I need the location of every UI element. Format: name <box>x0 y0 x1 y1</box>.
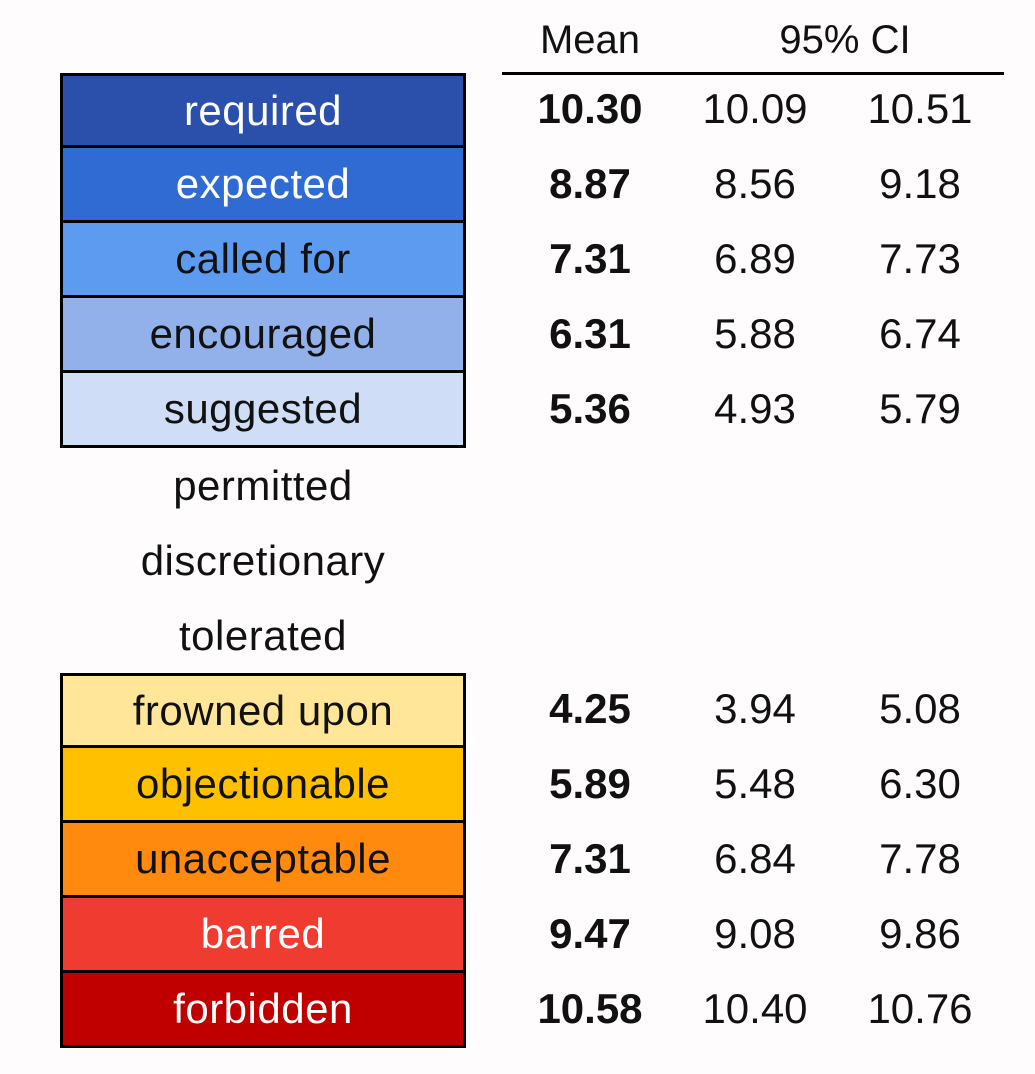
value-row: 7.31 6.84 7.78 <box>500 823 1020 898</box>
ci-low-value: 9.08 <box>714 910 796 957</box>
ci-high-value: 6.74 <box>879 310 961 357</box>
ci-high-value: 9.86 <box>879 910 961 957</box>
term-cell: expected <box>60 148 466 223</box>
term-cell: frowned upon <box>60 673 466 748</box>
term-cell: objectionable <box>60 748 466 823</box>
value-row <box>500 448 1020 523</box>
term-cell: barred <box>60 898 466 973</box>
term-cell: permitted <box>60 448 466 523</box>
ci-high-value: 7.78 <box>879 835 961 882</box>
ci-low-value: 5.48 <box>714 760 796 807</box>
mean-value: 5.36 <box>549 385 631 432</box>
term-label: required <box>183 86 343 134</box>
ci-high-value: 10.51 <box>867 85 973 132</box>
ci-low-value: 10.09 <box>702 85 808 132</box>
ci-low-value: 10.40 <box>702 985 808 1032</box>
value-columns: 10.30 10.09 10.51 8.87 8.56 9.18 7.31 6.89 7.73 6… <box>500 73 1020 1048</box>
term-label: called for <box>175 235 351 282</box>
term-cell: forbidden <box>60 973 466 1048</box>
ci-high-value: 9.18 <box>879 160 961 207</box>
mean-value: 7.31 <box>549 235 631 282</box>
mean-value: 10.30 <box>537 85 643 132</box>
value-row: 7.31 6.89 7.73 <box>500 223 1020 298</box>
mean-value: 8.87 <box>549 160 631 207</box>
term-label: forbidden <box>173 985 353 1032</box>
value-row: 5.89 5.48 6.30 <box>500 748 1020 823</box>
term-label: tolerated <box>179 611 347 659</box>
value-row <box>500 523 1020 598</box>
term-label: frowned upon <box>132 686 394 734</box>
mean-value: 5.89 <box>549 760 631 807</box>
value-row: 6.31 5.88 6.74 <box>500 298 1020 373</box>
ci-high-value: 5.79 <box>879 385 961 432</box>
ci-high-value: 6.30 <box>879 760 961 807</box>
term-cell: encouraged <box>60 298 466 373</box>
value-row <box>500 598 1020 673</box>
term-cell: called for <box>60 223 466 298</box>
value-row: 8.87 8.56 9.18 <box>500 148 1020 223</box>
value-row: 5.36 4.93 5.79 <box>500 373 1020 448</box>
ci-high-value: 10.76 <box>867 985 973 1032</box>
mean-value: 7.31 <box>549 835 631 882</box>
term-cell: suggested <box>60 373 466 448</box>
mean-value: 4.25 <box>549 685 631 732</box>
term-cell: unacceptable <box>60 823 466 898</box>
term-label: suggested <box>163 385 363 432</box>
mean-value: 9.47 <box>549 910 631 957</box>
term-label: permitted <box>173 461 353 509</box>
term-column: required expected called for encouraged sugg… <box>60 73 466 1048</box>
term-cell: discretionary <box>60 523 466 598</box>
term-label: barred <box>200 910 326 957</box>
ci-low-value: 8.56 <box>714 160 796 207</box>
term-cell: tolerated <box>60 598 466 673</box>
term-label: encouraged <box>149 310 377 357</box>
value-row: 9.47 9.08 9.86 <box>500 898 1020 973</box>
value-row: 10.30 10.09 10.51 <box>500 73 1020 148</box>
term-label: expected <box>175 160 351 207</box>
ci-high-value: 5.08 <box>879 685 961 732</box>
ci-low-value: 4.93 <box>714 385 796 432</box>
mean-column-header: Mean <box>539 18 641 62</box>
ci-low-value: 3.94 <box>714 685 796 732</box>
value-row: 10.58 10.40 10.76 <box>500 973 1020 1048</box>
value-row: 4.25 3.94 5.08 <box>500 673 1020 748</box>
ci-low-value: 6.89 <box>714 235 796 282</box>
term-cell: required <box>60 73 466 148</box>
ci-column-header: 95% CI <box>779 18 911 62</box>
ci-low-value: 5.88 <box>714 310 796 357</box>
header-rule <box>502 72 1004 75</box>
mean-value: 6.31 <box>549 310 631 357</box>
mean-value: 10.58 <box>537 985 643 1032</box>
term-label: unacceptable <box>135 835 391 882</box>
ci-high-value: 7.73 <box>879 235 961 282</box>
term-label: discretionary <box>140 536 386 584</box>
term-label: objectionable <box>135 760 391 807</box>
ci-low-value: 6.84 <box>714 835 796 882</box>
